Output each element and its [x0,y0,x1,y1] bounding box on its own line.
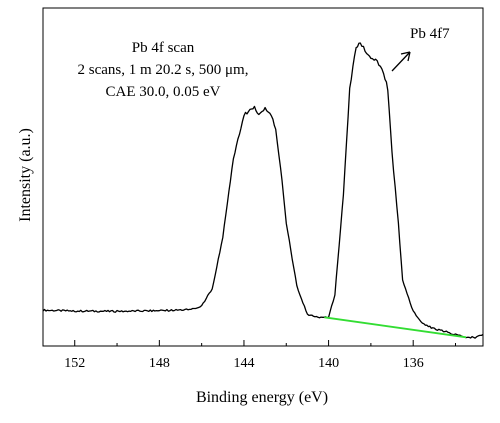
x-tick-label: 140 [318,356,339,371]
y-axis-label: Intensity (a.u.) [17,128,34,222]
background-line [324,316,467,339]
peak-label: Pb 4f7 [410,26,450,42]
series-layer [42,42,484,339]
x-tick-label: 148 [149,356,170,371]
x-ticks: 152 148 144 140 136 [64,340,456,371]
x-tick-label: 136 [403,356,424,371]
x-tick-label: 152 [64,356,85,371]
x-tick-label: 144 [233,356,254,371]
scan-info-line-2: 2 scans, 1 m 20.2 s, 500 μm, [78,62,249,78]
scan-info-line-1: Pb 4f scan [132,40,195,56]
plot-frame [42,7,484,347]
x-axis-label: Binding energy (eV) [196,389,328,406]
peak-arrow [391,51,411,72]
spectrum-line [42,42,484,339]
scan-info-line-3: CAE 30.0, 0.05 eV [106,84,221,100]
